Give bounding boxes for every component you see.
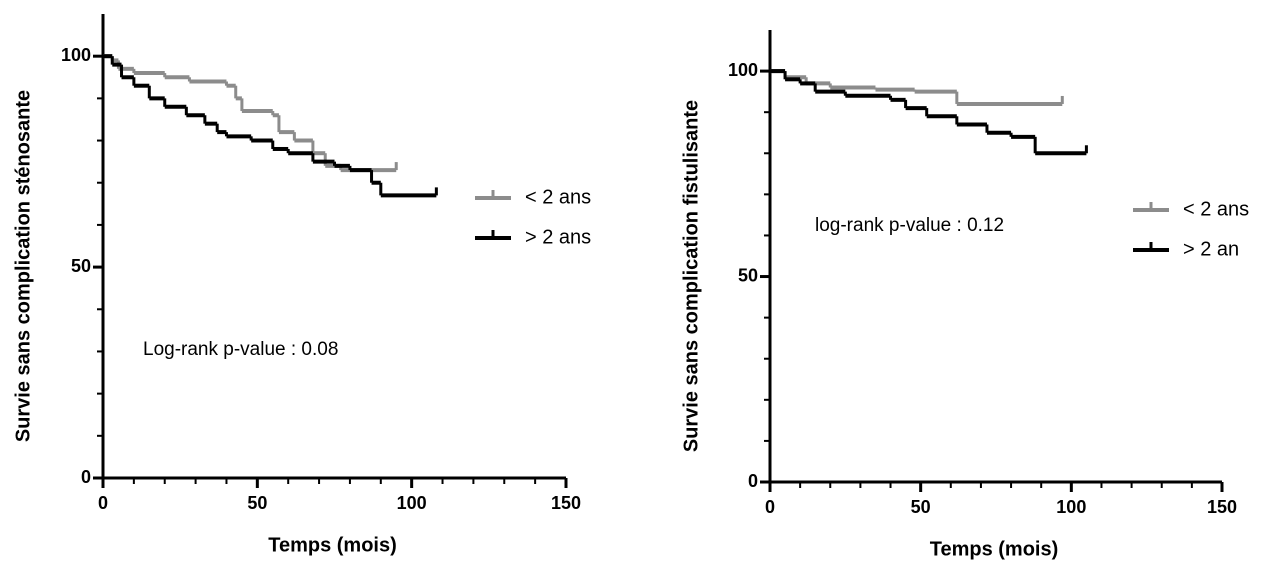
y-axis-title: Survie sans complication fistulisante [680,100,702,452]
y-tick-label: 100 [728,60,758,80]
legend-label: < 2 ans [525,186,591,208]
series [103,54,438,198]
x-tick-label: 0 [98,493,108,513]
legend-label: > 2 an [1183,238,1239,260]
annotation: Log-rank p-value : 0.08 [143,339,338,360]
legend-label: > 2 ans [525,226,591,248]
x-tick-label: 100 [1056,497,1086,517]
legend-label: < 2 ans [1183,198,1249,220]
series [770,69,1088,156]
x-tick-label: 0 [765,497,775,517]
x-axis-title: Temps (mois) [930,538,1059,560]
y-tick-label: 50 [738,265,758,285]
x-tick-label: 150 [1207,497,1237,517]
y-tick-label: 100 [61,45,91,65]
y-tick-label: 0 [81,467,91,487]
x-tick-label: 50 [911,497,931,517]
y-tick-label: 50 [71,256,91,276]
series [770,69,1064,106]
x-tick-label: 50 [247,493,267,513]
x-axis-title: Temps (mois) [268,534,397,556]
y-axis-title: Survie sans complication sténosante [12,90,34,442]
x-tick-label: 150 [551,493,581,513]
series [103,54,398,173]
y-tick-label: 0 [748,471,758,491]
annotation: log-rank p-value : 0.12 [815,215,1004,236]
x-tick-label: 100 [397,493,427,513]
